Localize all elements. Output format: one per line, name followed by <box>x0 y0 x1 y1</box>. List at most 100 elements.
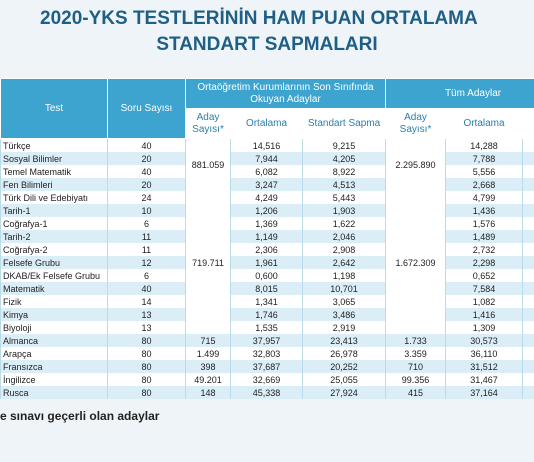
cell <box>522 308 534 321</box>
cell: 1.499 <box>185 347 231 360</box>
cell: 7,944 <box>230 152 303 165</box>
cell: 40 <box>107 165 186 178</box>
cell: 80 <box>107 347 186 360</box>
cell: 2,908 <box>301 243 387 256</box>
row: Sosyal Bilimler 20 7,944 4,205 7,788 <box>0 152 534 165</box>
cell: 37,687 <box>230 360 303 373</box>
title: 2020-YKS TESTLERİNİN HAM PUAN ORTALAMA S… <box>0 0 534 78</box>
table-wrap: Test Soru Sayısı Ortaöğretim Kurumlarının … <box>0 78 534 399</box>
row: Felsefe Grubu 12 1,961 2,642 2,298 <box>0 256 534 269</box>
header-cell: Ortalama <box>445 108 524 139</box>
row: Coğrafya-2 11 2,306 2,908 2,732 <box>0 243 534 256</box>
row: İngilizce 80 49.201 32,669 25,055 99.356 31,46… <box>0 373 534 386</box>
row: Almanca 80 715 37,957 23,413 1.733 30,573 <box>0 334 534 347</box>
cell <box>522 178 534 191</box>
header-cell: Tüm Adaylar <box>385 78 534 109</box>
cell: 14,288 <box>445 138 524 152</box>
row: Arapça 80 1.499 32,803 26,978 3.359 36,110 <box>0 347 534 360</box>
cell: 1,198 <box>301 269 387 282</box>
header-cell: Standart Sapma <box>301 108 387 139</box>
cell: DKAB/Ek Felsefe Grubu <box>0 269 108 282</box>
cell <box>522 191 534 204</box>
cell: 1,489 <box>445 230 524 243</box>
cell: 2,732 <box>445 243 524 256</box>
cell: 1,746 <box>230 308 303 321</box>
cell <box>522 138 534 152</box>
cell <box>522 321 534 334</box>
cell: 1.672.309 <box>385 191 447 334</box>
cell <box>522 217 534 230</box>
cell: Felsefe Grubu <box>0 256 108 269</box>
cell: 719.711 <box>185 191 231 334</box>
cell: 1,576 <box>445 217 524 230</box>
cell: 1,082 <box>445 295 524 308</box>
cell: 7,584 <box>445 282 524 295</box>
cell <box>522 230 534 243</box>
cell: Tarih-1 <box>0 204 108 217</box>
header-cell: Ortaöğretim Kurumlarının Son Sınıfında O… <box>184 78 387 109</box>
cell: 4,205 <box>301 152 387 165</box>
row: Rusca 80 148 45,338 27,924 415 37,164 <box>0 386 534 399</box>
cell: 2,046 <box>301 230 387 243</box>
row: Coğrafya-1 6 1,369 1,622 1,576 <box>0 217 534 230</box>
cell: 415 <box>385 386 447 399</box>
cell: 80 <box>107 334 186 347</box>
row: Kimya 13 1,746 3,486 1,416 <box>0 308 534 321</box>
cell: 3,486 <box>301 308 387 321</box>
cell: 5,443 <box>301 191 387 204</box>
cell <box>522 243 534 256</box>
cell: 710 <box>385 360 447 373</box>
cell: 36,110 <box>445 347 524 360</box>
cell: 31,467 <box>445 373 524 386</box>
cell: 13 <box>107 308 186 321</box>
cell: Biyoloji <box>0 321 108 334</box>
cell: 13 <box>107 321 186 334</box>
cell: Kimya <box>0 308 108 321</box>
cell: 25,055 <box>301 373 387 386</box>
cell: 1,961 <box>230 256 303 269</box>
cell: 31,512 <box>445 360 524 373</box>
row: DKAB/Ek Felsefe Grubu 6 0,600 1,198 0,652 <box>0 269 534 282</box>
cell: 30,573 <box>445 334 524 347</box>
cell: Rusca <box>0 386 108 399</box>
cell: Türkçe <box>0 138 108 152</box>
cell: 24 <box>107 191 186 204</box>
cell: 3,247 <box>230 178 303 191</box>
footnote: e sınavı geçerli olan adaylar <box>0 409 160 423</box>
cell <box>522 347 534 360</box>
cell: 7,788 <box>445 152 524 165</box>
cell: 2,642 <box>301 256 387 269</box>
cell: 1,416 <box>445 308 524 321</box>
row: Matematik 40 8,015 10,701 7,584 <box>0 282 534 295</box>
cell: 40 <box>107 282 186 295</box>
cell: 2,919 <box>301 321 387 334</box>
cell <box>522 373 534 386</box>
header-cell: Aday Sayısı* <box>385 108 447 139</box>
cell: 10,701 <box>301 282 387 295</box>
cell: 0,600 <box>230 269 303 282</box>
cell: Coğrafya-1 <box>0 217 108 230</box>
cell: 1,369 <box>230 217 303 230</box>
cell: 398 <box>185 360 231 373</box>
cell: Temel Matematik <box>0 165 108 178</box>
header-cell: Aday Sayısı* <box>185 108 231 139</box>
cell: 49.201 <box>185 373 231 386</box>
cell: Sosyal Bilimler <box>0 152 108 165</box>
cell: 8,015 <box>230 282 303 295</box>
title-line: STANDART SAPMALARI <box>156 34 378 55</box>
cell <box>522 386 534 399</box>
cell: 1,535 <box>230 321 303 334</box>
cell: Fransızca <box>0 360 108 373</box>
cell <box>522 360 534 373</box>
table: Test Soru Sayısı Ortaöğretim Kurumlarının … <box>0 78 534 399</box>
cell: 1.733 <box>385 334 447 347</box>
cell <box>522 334 534 347</box>
cell: Arapça <box>0 347 108 360</box>
cell: 2,298 <box>445 256 524 269</box>
cell: 148 <box>185 386 231 399</box>
cell: Matematik <box>0 282 108 295</box>
cell: 4,513 <box>301 178 387 191</box>
cell: 27,924 <box>301 386 387 399</box>
cell: 1,149 <box>230 230 303 243</box>
cell: 14 <box>107 295 186 308</box>
